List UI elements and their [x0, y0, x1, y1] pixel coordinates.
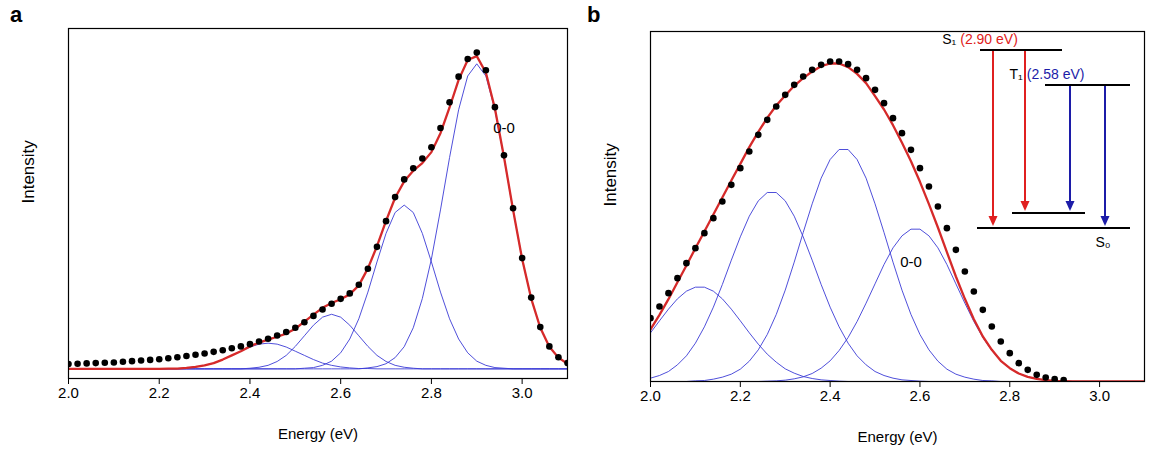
svg-text:Intensity: Intensity — [19, 140, 38, 204]
svg-text:2.4: 2.4 — [240, 384, 261, 401]
svg-text:2.4: 2.4 — [820, 387, 841, 404]
svg-text:3.0: 3.0 — [1089, 387, 1110, 404]
svg-text:2.6: 2.6 — [910, 387, 931, 404]
svg-text:3.0: 3.0 — [512, 384, 533, 401]
svg-text:2.2: 2.2 — [730, 387, 751, 404]
svg-text:S₁(2.90 eV): S₁(2.90 eV) — [942, 31, 1018, 47]
svg-text:2.8: 2.8 — [999, 387, 1020, 404]
svg-text:Energy (eV): Energy (eV) — [857, 428, 937, 445]
svg-text:0-0: 0-0 — [900, 253, 922, 270]
html-text:b: b — [587, 2, 601, 27]
svg-text:2.8: 2.8 — [421, 384, 442, 401]
html-text:a: a — [10, 2, 23, 27]
svg-text:Energy (eV): Energy (eV) — [278, 425, 358, 442]
svg-text:2.6: 2.6 — [330, 384, 351, 401]
svg-text:S₀: S₀ — [1095, 234, 1110, 250]
svg-text:Intensity: Intensity — [601, 143, 620, 207]
svg-text:2.2: 2.2 — [149, 384, 170, 401]
svg-text:0-0: 0-0 — [493, 119, 515, 136]
svg-text:T₁(2.58 eV): T₁(2.58 eV) — [1010, 66, 1085, 82]
svg-text:2.0: 2.0 — [58, 384, 79, 401]
svg-text:2.0: 2.0 — [640, 387, 661, 404]
